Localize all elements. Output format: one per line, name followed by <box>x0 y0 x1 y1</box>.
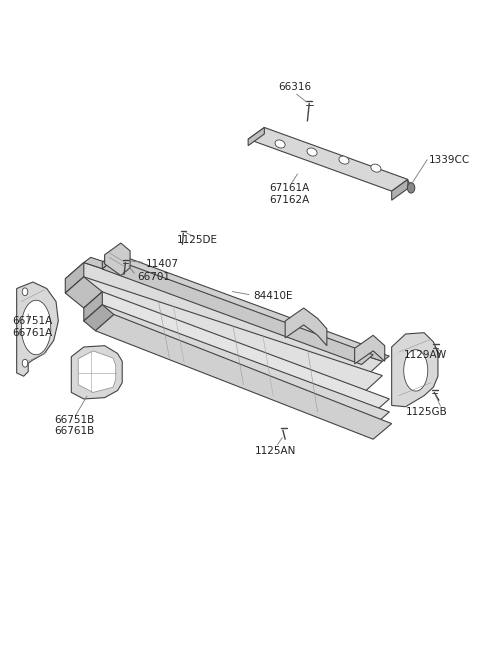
Text: 1129AW: 1129AW <box>404 350 447 360</box>
Polygon shape <box>84 257 389 362</box>
Ellipse shape <box>307 148 317 156</box>
Circle shape <box>408 183 415 193</box>
Ellipse shape <box>339 156 349 164</box>
Polygon shape <box>404 350 428 391</box>
Polygon shape <box>392 333 438 407</box>
Polygon shape <box>65 263 84 293</box>
Polygon shape <box>84 305 389 428</box>
Polygon shape <box>96 314 392 440</box>
Ellipse shape <box>371 164 381 172</box>
Polygon shape <box>65 263 383 378</box>
Circle shape <box>22 288 28 295</box>
Polygon shape <box>84 305 114 331</box>
Polygon shape <box>65 277 102 308</box>
Text: 1339CC: 1339CC <box>429 155 470 165</box>
Polygon shape <box>72 346 122 399</box>
Text: 66761B: 66761B <box>54 426 95 436</box>
Text: 67161A: 67161A <box>270 183 310 193</box>
Polygon shape <box>248 128 408 191</box>
Polygon shape <box>248 128 264 145</box>
Polygon shape <box>392 179 408 200</box>
Polygon shape <box>65 277 383 392</box>
Text: 84410E: 84410E <box>253 291 292 301</box>
Text: 66761A: 66761A <box>12 328 52 338</box>
Polygon shape <box>17 282 59 376</box>
Polygon shape <box>84 291 389 415</box>
Polygon shape <box>78 351 116 392</box>
Polygon shape <box>102 253 114 269</box>
Text: 1125GB: 1125GB <box>406 407 447 417</box>
Text: 1125DE: 1125DE <box>177 235 218 245</box>
Polygon shape <box>102 259 373 365</box>
Text: 66316: 66316 <box>278 83 311 92</box>
Polygon shape <box>105 243 130 276</box>
Polygon shape <box>102 253 373 358</box>
Text: 67162A: 67162A <box>270 195 310 204</box>
Polygon shape <box>355 335 384 364</box>
Text: 11407: 11407 <box>146 259 180 269</box>
Text: 66751B: 66751B <box>54 415 95 424</box>
Circle shape <box>22 360 28 367</box>
Polygon shape <box>22 300 51 355</box>
Text: 66701: 66701 <box>137 272 170 282</box>
Ellipse shape <box>275 140 285 148</box>
Polygon shape <box>285 308 327 346</box>
Text: 66751A: 66751A <box>12 316 52 326</box>
Polygon shape <box>84 291 102 321</box>
Text: 1125AN: 1125AN <box>255 446 297 456</box>
